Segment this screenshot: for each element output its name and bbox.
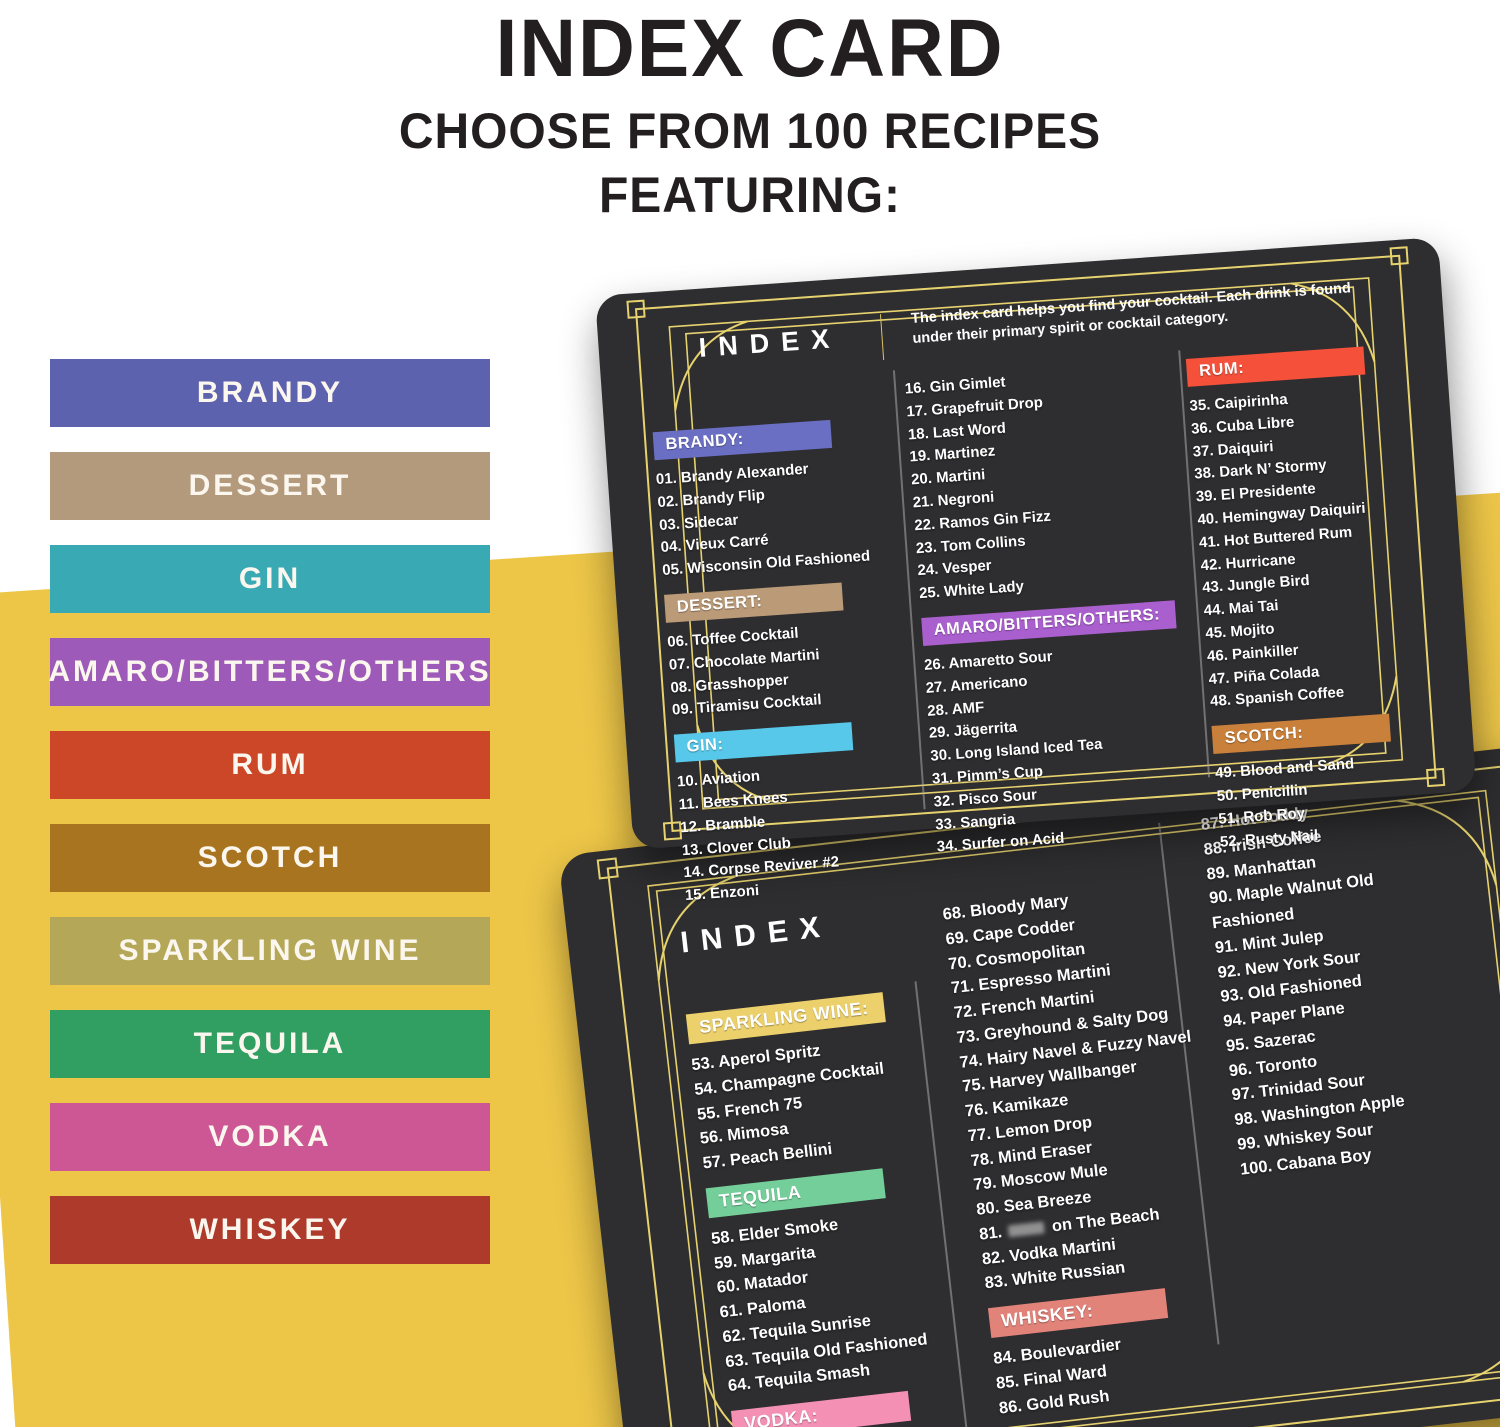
category-bar-gin: GIN: [50, 545, 490, 613]
section-chip: RUM:: [1186, 346, 1366, 387]
index-card-front: INDEX The index card helps you find your…: [595, 237, 1477, 904]
category-bar-vodka: VODKA: [50, 1103, 490, 1171]
header-divider-line: [879, 314, 884, 361]
censored-word: [1007, 1221, 1046, 1238]
title-block: INDEX CARD CHOOSE FROM 100 RECIPES FEATU…: [0, 2, 1500, 224]
category-bar-tequila: TEQUILA: [50, 1010, 490, 1078]
section-chip: VODKA:: [730, 1390, 912, 1427]
card-column: 16. Gin Gimlet 17. Grapefruit Drop 18. Las…: [889, 348, 1208, 891]
section-chip: DESSERT:: [664, 582, 844, 623]
category-bar-rum: RUM: [50, 731, 490, 799]
category-bar-whiskey: WHISKEY: [50, 1196, 490, 1264]
card-column: BRANDY: 01. Brandy Alexander 02. Brandy Fl…: [635, 368, 926, 909]
card-columns: BRANDY: 01. Brandy Alexander 02. Brandy Fl…: [635, 330, 1462, 909]
card-column: RUM: 35. Caipirinha 36. Cuba Libre 37. Daiq…: [1171, 330, 1462, 871]
section-chip: GIN:: [673, 722, 854, 763]
category-bar-dessert: DESSERT: [50, 452, 490, 520]
category-bar-amaro-bitters-others: AMARO/BITTERS/OTHERS: [48, 638, 490, 706]
category-bar-brandy: BRANDY: [50, 359, 490, 427]
page-title: INDEX CARD: [495, 3, 1005, 94]
category-bar-sparkling-wine: SPARKLING WINE: [50, 917, 490, 985]
page-subtitle-featuring: FEATURING:: [598, 167, 902, 223]
section-chip: AMARO/BITTERS/OTHERS:: [920, 600, 1178, 646]
category-bar-scotch: SCOTCH: [50, 824, 490, 892]
section-chip: BRANDY:: [652, 419, 833, 461]
category-color-legend: BRANDY DESSERT GIN AMARO/BITTERS/OTHERS RUM S…: [48, 359, 490, 1289]
page-subtitle: CHOOSE FROM 100 RECIPES: [398, 103, 1102, 159]
index-wordmark: INDEX: [697, 322, 843, 363]
section-chip: SCOTCH:: [1211, 713, 1392, 755]
